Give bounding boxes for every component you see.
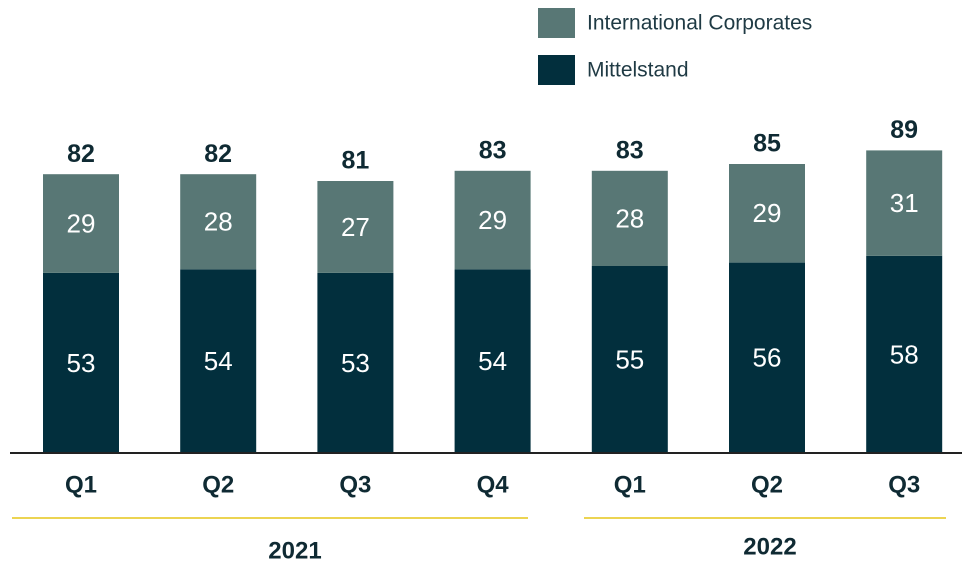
legend-label: International Corporates	[587, 12, 812, 35]
legend-label: Mittelstand	[587, 59, 689, 82]
total-label: 89	[890, 116, 918, 144]
bar-segment	[591, 266, 668, 453]
bar-segment	[866, 255, 943, 453]
group-label: 2021	[268, 537, 321, 564]
total-label: 85	[753, 130, 781, 158]
x-tick-label: Q3	[339, 471, 371, 498]
x-tick-label: Q2	[751, 471, 783, 498]
bar-segment	[180, 269, 257, 453]
data-label: 54	[478, 346, 507, 376]
x-tick-label: Q1	[65, 471, 97, 498]
total-label: 82	[67, 140, 95, 168]
x-tick-label: Q1	[614, 471, 646, 498]
bar-segment	[317, 181, 394, 273]
group-label: 2022	[743, 533, 796, 560]
data-label: 27	[341, 212, 370, 242]
x-tick-label: Q2	[202, 471, 234, 498]
bar-segment	[454, 269, 531, 453]
data-label: 56	[753, 343, 782, 373]
x-tick-label: Q3	[888, 471, 920, 498]
data-label: 53	[67, 348, 96, 378]
bar-segment	[729, 262, 805, 453]
data-label: 31	[890, 188, 919, 218]
bar-segment	[43, 174, 119, 273]
bar-segment	[591, 170, 668, 266]
data-label: 58	[890, 339, 919, 369]
bar-segment	[317, 272, 394, 453]
data-label: 28	[615, 203, 644, 233]
data-label: 53	[341, 348, 370, 378]
bar-segment	[180, 174, 257, 270]
bar-segment	[454, 170, 531, 270]
legend-swatch	[538, 8, 575, 38]
data-label: 28	[204, 207, 233, 237]
total-label: 83	[616, 136, 644, 164]
data-label: 55	[615, 344, 644, 374]
total-label: 81	[341, 147, 369, 175]
x-tick-label: Q4	[477, 471, 510, 498]
total-label: 83	[479, 136, 507, 164]
bar-segment	[729, 164, 805, 263]
bar-segment	[43, 272, 119, 453]
bar-segment	[866, 150, 943, 256]
total-label: 82	[204, 140, 232, 168]
data-label: 29	[67, 208, 96, 238]
data-label: 29	[753, 198, 782, 228]
data-label: 54	[204, 346, 233, 376]
legend-swatch	[538, 55, 575, 85]
data-label: 29	[478, 205, 507, 235]
